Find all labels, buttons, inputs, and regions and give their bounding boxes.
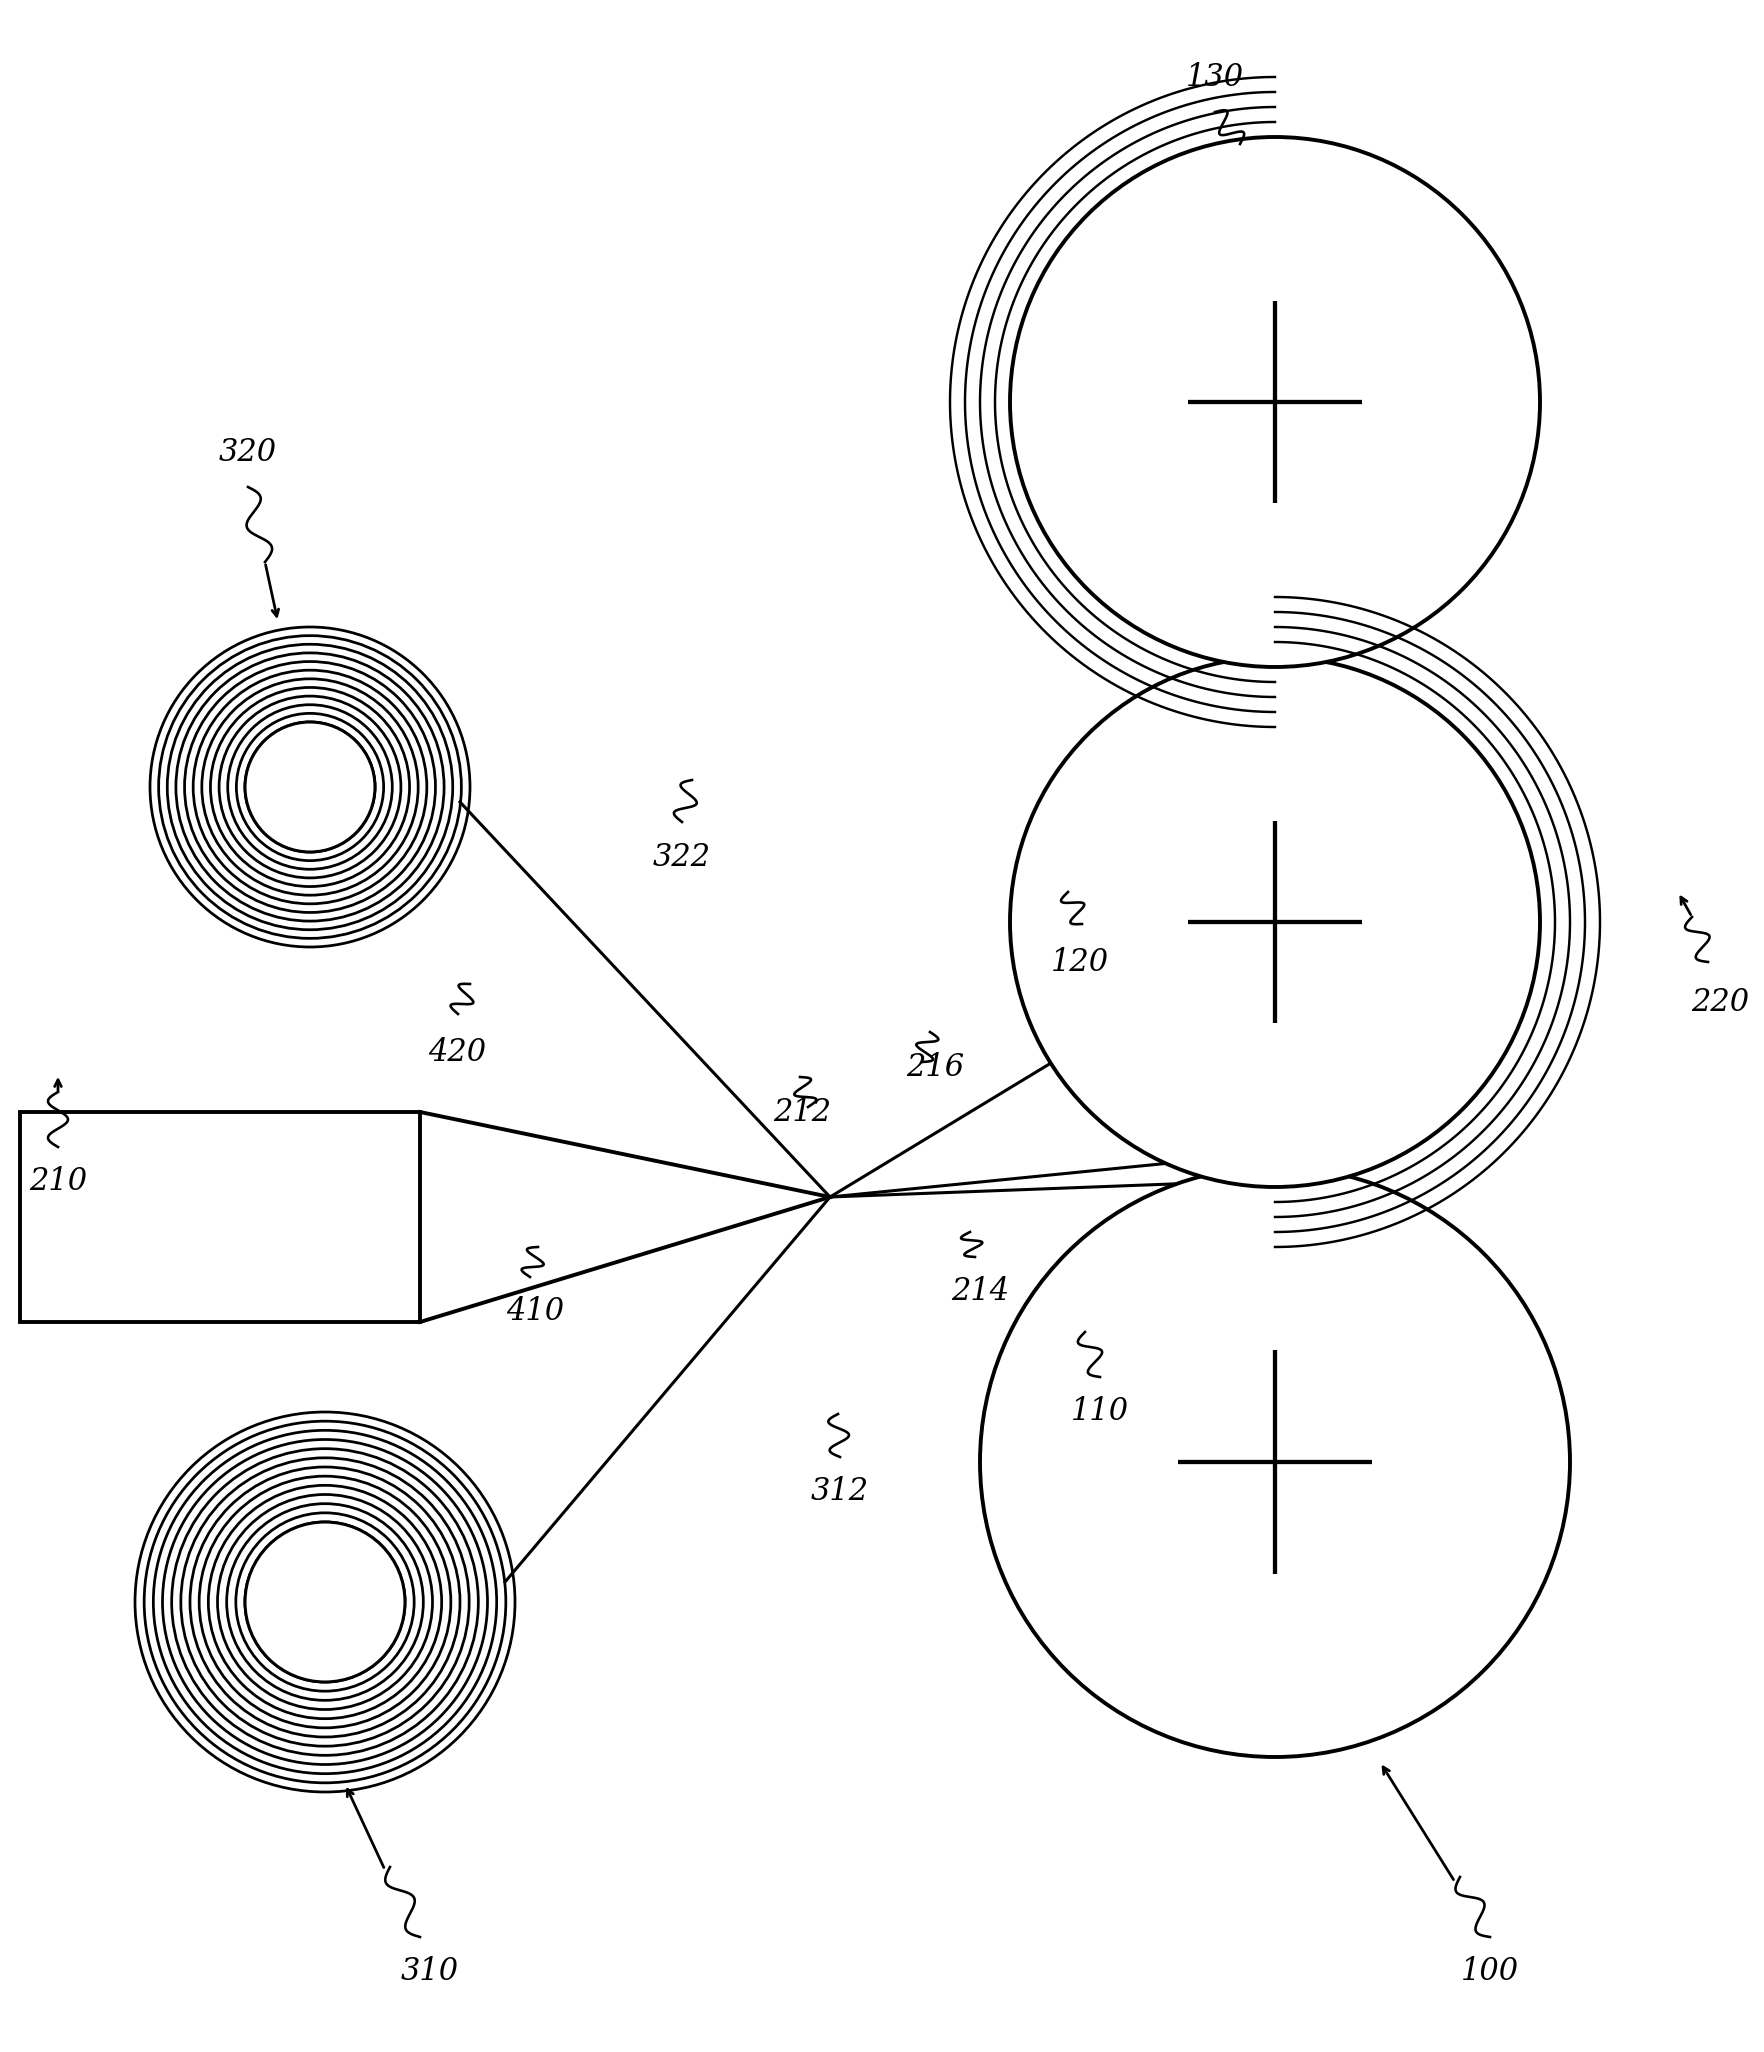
Text: 110: 110	[1071, 1397, 1129, 1428]
Text: 220: 220	[1690, 987, 1748, 1018]
Text: 320: 320	[219, 437, 277, 468]
Text: 312: 312	[810, 1477, 868, 1508]
Text: 322: 322	[653, 841, 711, 872]
Circle shape	[1009, 137, 1540, 667]
Text: 210: 210	[28, 1166, 86, 1198]
Bar	[19, 1112, 420, 1321]
Circle shape	[979, 1168, 1570, 1757]
Text: 216: 216	[905, 1051, 963, 1083]
Circle shape	[245, 1523, 404, 1683]
Text: 214: 214	[951, 1276, 1009, 1307]
Text: 100: 100	[1461, 1956, 1519, 1988]
Text: 310: 310	[400, 1956, 459, 1988]
Text: 420: 420	[427, 1036, 485, 1067]
Circle shape	[245, 722, 374, 852]
Text: 212: 212	[773, 1096, 831, 1127]
Text: 410: 410	[506, 1297, 564, 1328]
Circle shape	[1009, 657, 1540, 1186]
Text: 130: 130	[1185, 62, 1244, 92]
Text: 120: 120	[1050, 946, 1108, 977]
